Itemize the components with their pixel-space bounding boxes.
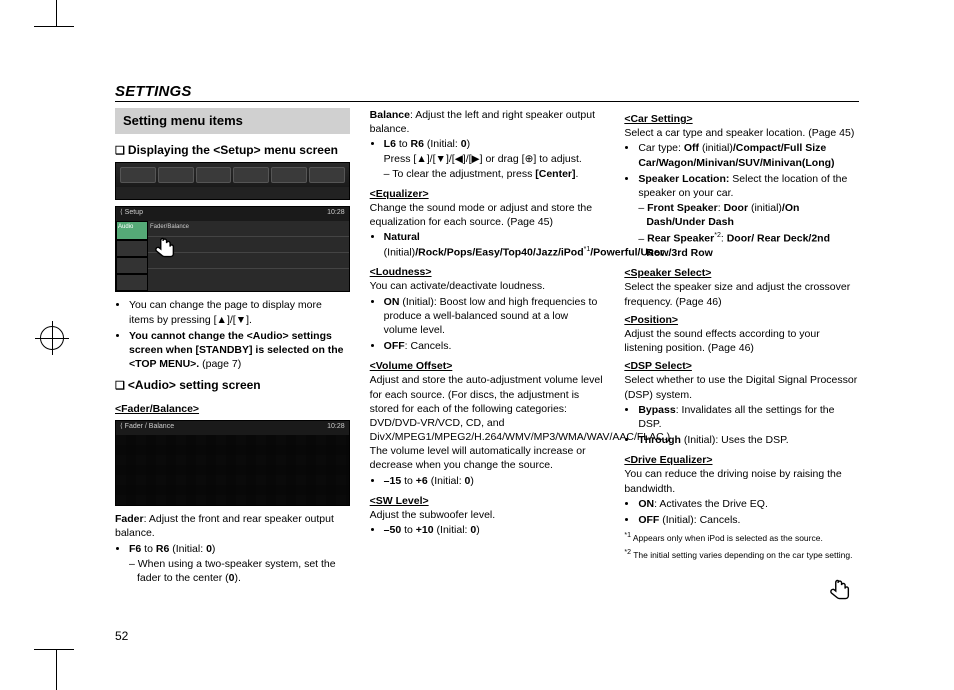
page-content: SETTINGS Setting menu items Displaying t… xyxy=(115,83,859,607)
banner-title: Setting menu items xyxy=(115,108,350,134)
subhead-car-setting: <Car Setting> xyxy=(624,112,692,126)
illustration-menu-strip xyxy=(115,162,350,200)
column-3: <Car Setting> Select a car type and spea… xyxy=(624,108,859,587)
notes-list: You can change the page to display more … xyxy=(115,298,350,371)
illustration-setup-screen: ⟨ Setup10:28 Audio Fader/Balance xyxy=(115,206,350,292)
page-number: 52 xyxy=(115,629,128,643)
subhead-volume-offset: <Volume Offset> xyxy=(370,359,453,373)
subhead-dsp-select: <DSP Select> xyxy=(624,359,692,373)
subhead-speaker-select: <Speaker Select> xyxy=(624,266,711,280)
column-1: Setting menu items Displaying the <Setup… xyxy=(115,108,350,587)
subhead-equalizer: <Equalizer> xyxy=(370,187,429,201)
column-2: Balance: Adjust the left and right speak… xyxy=(370,108,605,587)
subhead-drive-eq: <Drive Equalizer> xyxy=(624,453,712,467)
illustration-fader-screen: ⟨ Fader / Balance10:28 xyxy=(115,420,350,506)
subhead-sw-level: <SW Level> xyxy=(370,494,429,508)
subhead-position: <Position> xyxy=(624,313,678,327)
footnote-1: *1 Appears only when iPod is selected as… xyxy=(624,531,859,544)
section-title: SETTINGS xyxy=(115,83,859,102)
subhead-loudness: <Loudness> xyxy=(370,265,432,279)
fader-desc: Fader: Adjust the front and rear speaker… xyxy=(115,512,350,540)
heading-display-setup: Displaying the <Setup> menu screen xyxy=(115,142,350,159)
footnote-2: *2 The initial setting varies depending … xyxy=(624,548,859,561)
subhead-fader-balance: <Fader/Balance> xyxy=(115,402,199,416)
heading-audio-setting: <Audio> setting screen xyxy=(115,377,350,394)
